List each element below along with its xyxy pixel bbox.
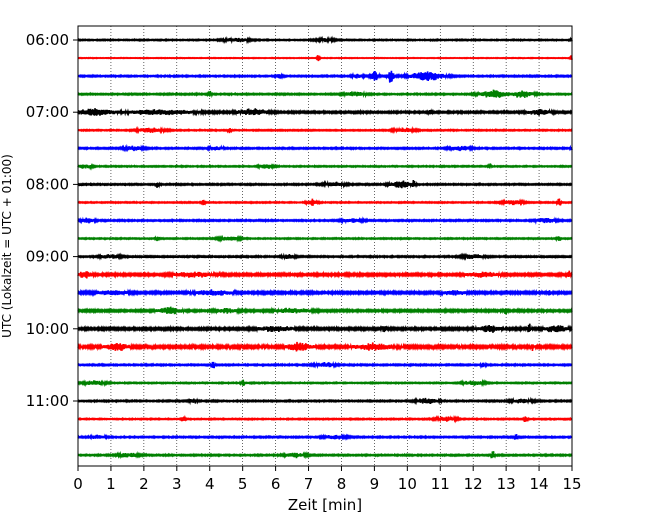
trace-0915 bbox=[77, 270, 573, 279]
x-tick-label: 12 bbox=[464, 475, 483, 493]
y-tick-label: 08:00 bbox=[26, 175, 69, 193]
x-tick-label: 1 bbox=[106, 475, 116, 493]
x-tick-label: 9 bbox=[370, 475, 380, 493]
trace-0900 bbox=[77, 252, 573, 261]
trace-0730 bbox=[77, 143, 573, 153]
y-tick-label: 10:00 bbox=[26, 320, 69, 338]
grid-lines bbox=[110, 26, 540, 466]
x-tick-label: 6 bbox=[271, 475, 281, 493]
trace-1015 bbox=[77, 341, 573, 352]
trace-1100 bbox=[77, 396, 573, 406]
trace-0815 bbox=[77, 198, 573, 207]
x-tick-label: 8 bbox=[337, 475, 347, 493]
x-tick-label: 4 bbox=[205, 475, 215, 493]
trace-0830 bbox=[77, 216, 573, 225]
x-axis-label: Zeit [min] bbox=[288, 496, 362, 514]
x-axis-ticks: 0 1 2 3 4 5 6 7 8 9 10 11 12 13 14 15 bbox=[73, 466, 582, 493]
x-tick-label: 5 bbox=[238, 475, 248, 493]
x-tick-label: 2 bbox=[139, 475, 149, 493]
trace-1030 bbox=[77, 360, 573, 370]
trace-1115 bbox=[77, 414, 573, 424]
y-axis-ticks: 06:00 07:00 08:00 09:00 10:00 11:00 bbox=[26, 31, 78, 410]
trace-1045 bbox=[77, 378, 573, 388]
y-tick-label: 07:00 bbox=[26, 103, 69, 121]
plot-frame bbox=[77, 25, 573, 467]
y-axis-label: UTC (Lokalzeit = UTC + 01:00) bbox=[0, 154, 14, 338]
trace-1000 bbox=[77, 323, 573, 334]
y-tick-label: 11:00 bbox=[26, 392, 69, 410]
trace-0615 bbox=[77, 54, 573, 62]
x-tick-label: 15 bbox=[562, 475, 581, 493]
x-tick-label: 13 bbox=[497, 475, 516, 493]
y-tick-label: 06:00 bbox=[26, 31, 69, 49]
x-tick-label: 7 bbox=[304, 475, 314, 493]
trace-0800 bbox=[77, 179, 573, 189]
trace-1145 bbox=[77, 450, 573, 460]
trace-0645 bbox=[77, 89, 573, 99]
trace-0945 bbox=[77, 306, 573, 315]
trace-1130 bbox=[77, 432, 573, 441]
trace-0845 bbox=[77, 234, 573, 243]
trace-0745 bbox=[77, 162, 573, 171]
trace-0630 bbox=[77, 70, 573, 83]
seismogram-traces bbox=[77, 35, 573, 460]
x-tick-label: 14 bbox=[530, 475, 549, 493]
trace-0715 bbox=[77, 125, 573, 135]
y-tick-label: 09:00 bbox=[26, 248, 69, 266]
x-tick-label: 10 bbox=[398, 475, 417, 493]
trace-0700 bbox=[77, 107, 573, 117]
x-tick-label: 0 bbox=[73, 475, 83, 493]
x-tick-label: 3 bbox=[172, 475, 182, 493]
trace-0930 bbox=[77, 288, 573, 298]
trace-0600 bbox=[77, 35, 573, 45]
x-tick-label: 11 bbox=[431, 475, 450, 493]
